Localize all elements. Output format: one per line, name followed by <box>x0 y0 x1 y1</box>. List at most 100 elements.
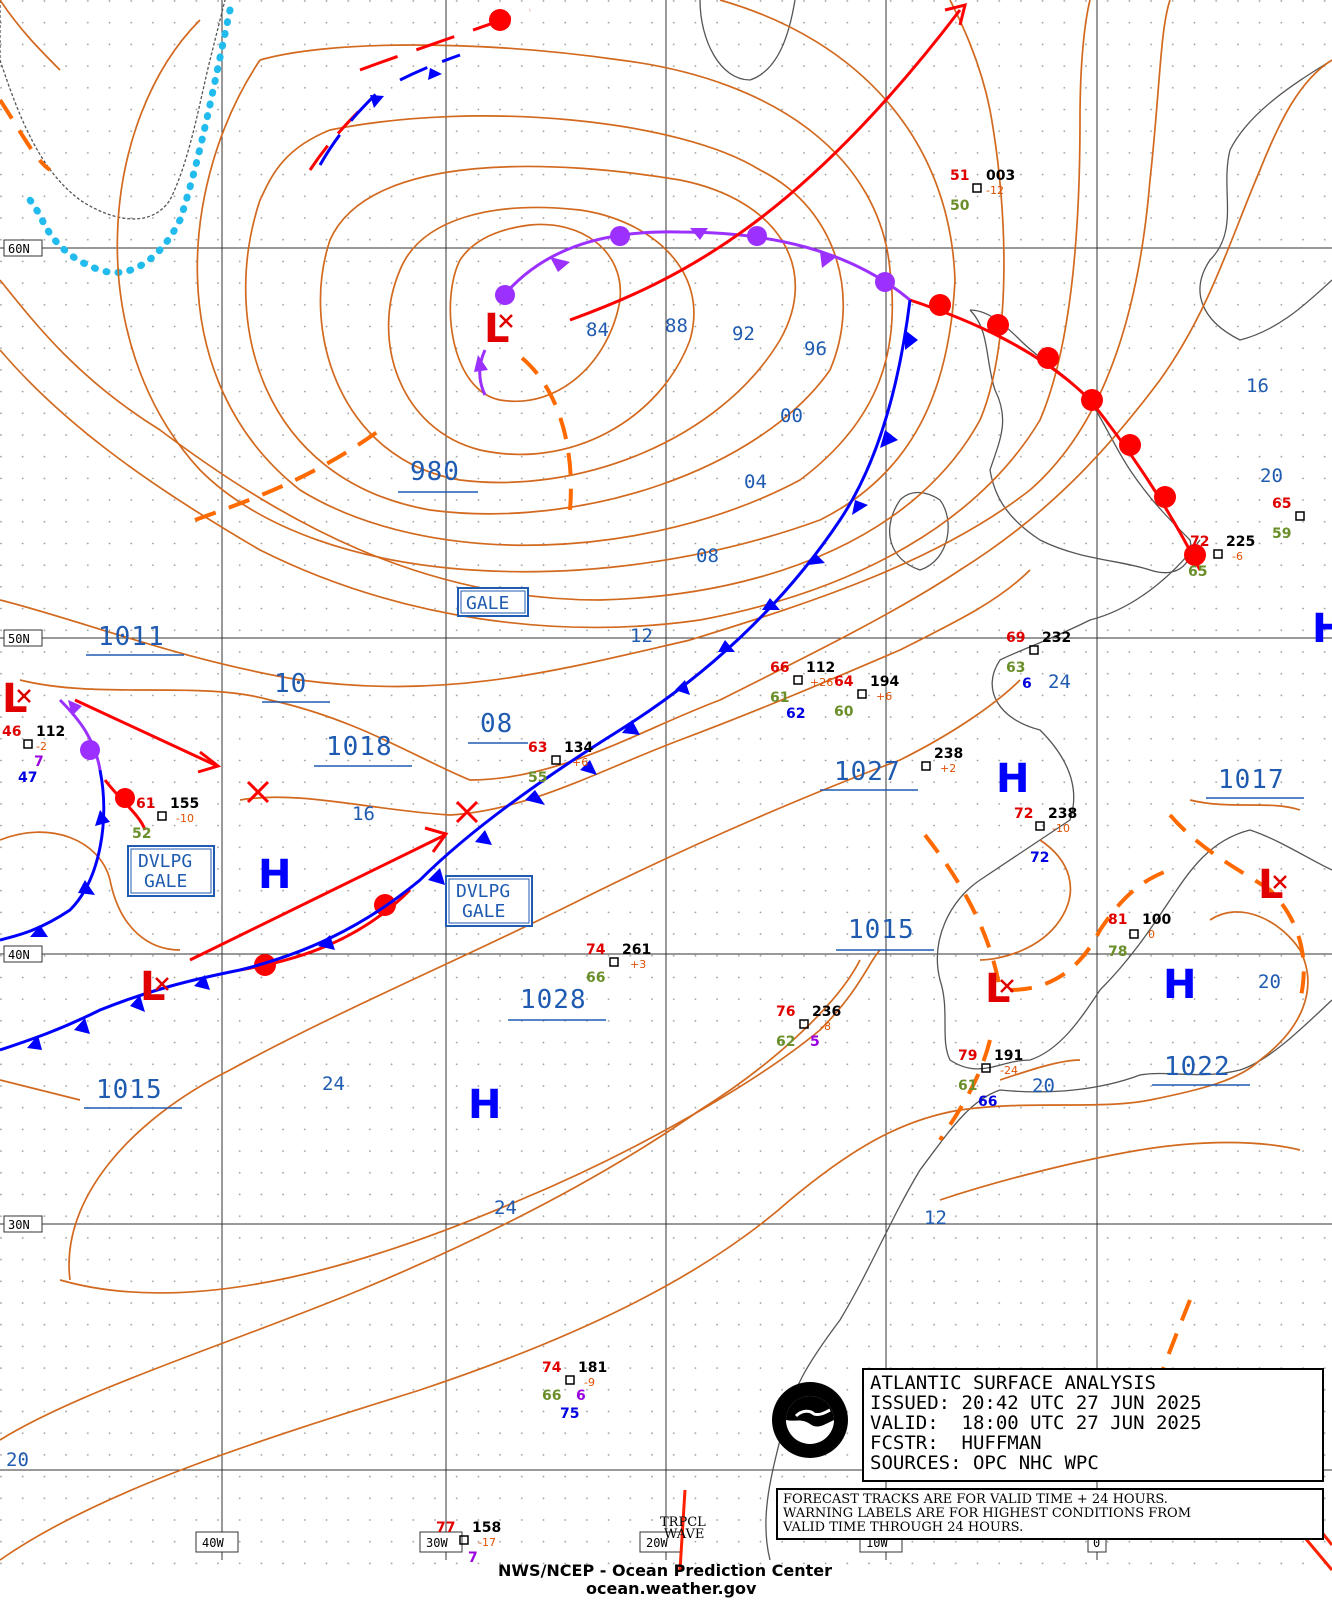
isobar-label-1028: 1028 <box>520 985 587 1015</box>
lat-60n-label: 60N <box>8 242 30 256</box>
isobar-label-08-east: 08 <box>696 545 719 567</box>
svg-text:61: 61 <box>958 1078 977 1094</box>
isobar-label-24-a: 24 <box>322 1073 345 1095</box>
svg-text:-24: -24 <box>1000 1064 1018 1077</box>
station-plots: 51 50 003 -12 46 112 -2 7 47 61 52 155 -… <box>2 168 1305 1566</box>
footer-url[interactable]: ocean.weather.gov <box>586 1579 757 1598</box>
svg-text:51: 51 <box>950 168 969 184</box>
isobar-label-04: 04 <box>744 471 767 493</box>
isobar-label-1018: 1018 <box>326 732 393 762</box>
svg-text:7: 7 <box>34 754 44 770</box>
svg-text:134: 134 <box>564 740 593 756</box>
isobar-label-88: 88 <box>665 315 688 337</box>
svg-text:66: 66 <box>586 970 605 986</box>
svg-text:66: 66 <box>978 1094 997 1110</box>
svg-text:261: 261 <box>622 942 651 958</box>
svg-text:225: 225 <box>1226 534 1255 550</box>
isobar-label-96: 96 <box>804 338 827 360</box>
svg-text:64: 64 <box>834 674 854 690</box>
note-line-1: FORECAST TRACKS ARE FOR VALID TIME + 24 … <box>783 1492 1168 1507</box>
svg-text:66: 66 <box>542 1388 561 1404</box>
high-center-3: H <box>996 756 1029 802</box>
high-center-5: H <box>1312 606 1332 652</box>
svg-text:69: 69 <box>1006 630 1025 646</box>
svg-text:59: 59 <box>1272 526 1291 542</box>
lon-0-label: 0 <box>1093 1536 1100 1550</box>
svg-text:-6: -6 <box>1232 550 1243 563</box>
station-plot: 69 63 232 6 <box>1006 630 1071 692</box>
tropical-wave-label-line2: WAVE <box>664 1527 704 1542</box>
developing-gale-warning-central-line2: GALE <box>462 901 505 922</box>
isobar-label-980: 980 <box>410 457 460 487</box>
forecast-notes: FORECAST TRACKS ARE FOR VALID TIME + 24 … <box>776 1488 1324 1540</box>
svg-text:158: 158 <box>472 1520 501 1536</box>
svg-text:79: 79 <box>958 1048 977 1064</box>
isobar-label-08-west: 08 <box>480 709 513 739</box>
station-plot: 238 +2 <box>921 746 963 775</box>
lon-30w-label: 30W <box>426 1536 448 1550</box>
svg-text:232: 232 <box>1042 630 1071 646</box>
svg-text:72: 72 <box>1190 534 1209 550</box>
svg-text:-10: -10 <box>1052 822 1070 835</box>
title-line: ATLANTIC SURFACE ANALYSIS <box>870 1372 1156 1394</box>
svg-text:65: 65 <box>1272 496 1291 512</box>
svg-text:003: 003 <box>986 168 1015 184</box>
svg-text:55: 55 <box>528 770 547 786</box>
svg-text:-9: -9 <box>584 1376 595 1389</box>
svg-text:63: 63 <box>528 740 547 756</box>
station-plot: 77 158 -17 7 <box>436 1520 501 1566</box>
svg-text:78: 78 <box>1108 944 1127 960</box>
isobar-label-20-b: 20 <box>1258 971 1281 993</box>
svg-text:47: 47 <box>18 770 37 786</box>
svg-text:72: 72 <box>1014 806 1033 822</box>
svg-text:74: 74 <box>586 942 606 958</box>
lat-30n-label: 30N <box>8 1218 30 1232</box>
svg-text:61: 61 <box>136 796 155 812</box>
low-center-4: L <box>985 966 1011 1012</box>
forecaster-line: FCSTR: HUFFMAN <box>870 1432 1042 1454</box>
svg-text:62: 62 <box>786 706 805 722</box>
station-plot: 72 65 225 -6 <box>1188 534 1255 580</box>
station-plot: 81 78 100 0 <box>1108 912 1171 960</box>
isobar-label-1027: 1027 <box>834 757 901 787</box>
isobar-label-1017: 1017 <box>1218 765 1285 795</box>
isobar-label-16-east: 16 <box>1246 375 1269 397</box>
low-center-2: L <box>2 676 28 722</box>
tropical-wave-label-line1: TRPCL <box>660 1515 706 1530</box>
forecast-tracks <box>74 2 968 962</box>
svg-text:5: 5 <box>810 1034 820 1050</box>
svg-text:77: 77 <box>436 1520 455 1536</box>
svg-text:+26: +26 <box>810 676 833 689</box>
isobar-label-10: 10 <box>274 669 307 699</box>
svg-text:6: 6 <box>1022 676 1032 692</box>
lat-40n-label: 40N <box>8 948 30 962</box>
svg-text:60: 60 <box>834 704 854 720</box>
isobar-label-20-c: 20 <box>1260 465 1283 487</box>
footer-agency: NWS/NCEP - Ocean Prediction Center <box>498 1561 832 1580</box>
isobar-label-24-b: 24 <box>494 1197 517 1219</box>
svg-text:112: 112 <box>806 660 835 676</box>
lon-20w-label: 20W <box>646 1536 668 1550</box>
sources-line: SOURCES: OPC NHC WPC <box>870 1452 1099 1474</box>
forecast-positions <box>246 780 479 824</box>
svg-text:191: 191 <box>994 1048 1023 1064</box>
svg-text:100: 100 <box>1142 912 1171 928</box>
low-center-5: L <box>1258 862 1284 908</box>
high-center-2: H <box>468 1082 501 1128</box>
low-center-3: L <box>140 964 166 1010</box>
svg-text:194: 194 <box>870 674 899 690</box>
station-plot: 72 238 -10 72 <box>1014 806 1077 866</box>
cold-fronts <box>0 53 918 1052</box>
occluded-front <box>58 226 911 771</box>
developing-gale-warning-central-line1: DVLPG <box>456 881 510 902</box>
svg-text:-17: -17 <box>478 1536 496 1549</box>
isobar-label-1022: 1022 <box>1164 1052 1231 1082</box>
isobar-label-00: 00 <box>780 405 803 427</box>
svg-text:74: 74 <box>542 1360 562 1376</box>
low-center-1: L <box>484 306 510 352</box>
developing-gale-warning-west-line1: DVLPG <box>138 851 192 872</box>
svg-text:72: 72 <box>1030 850 1049 866</box>
